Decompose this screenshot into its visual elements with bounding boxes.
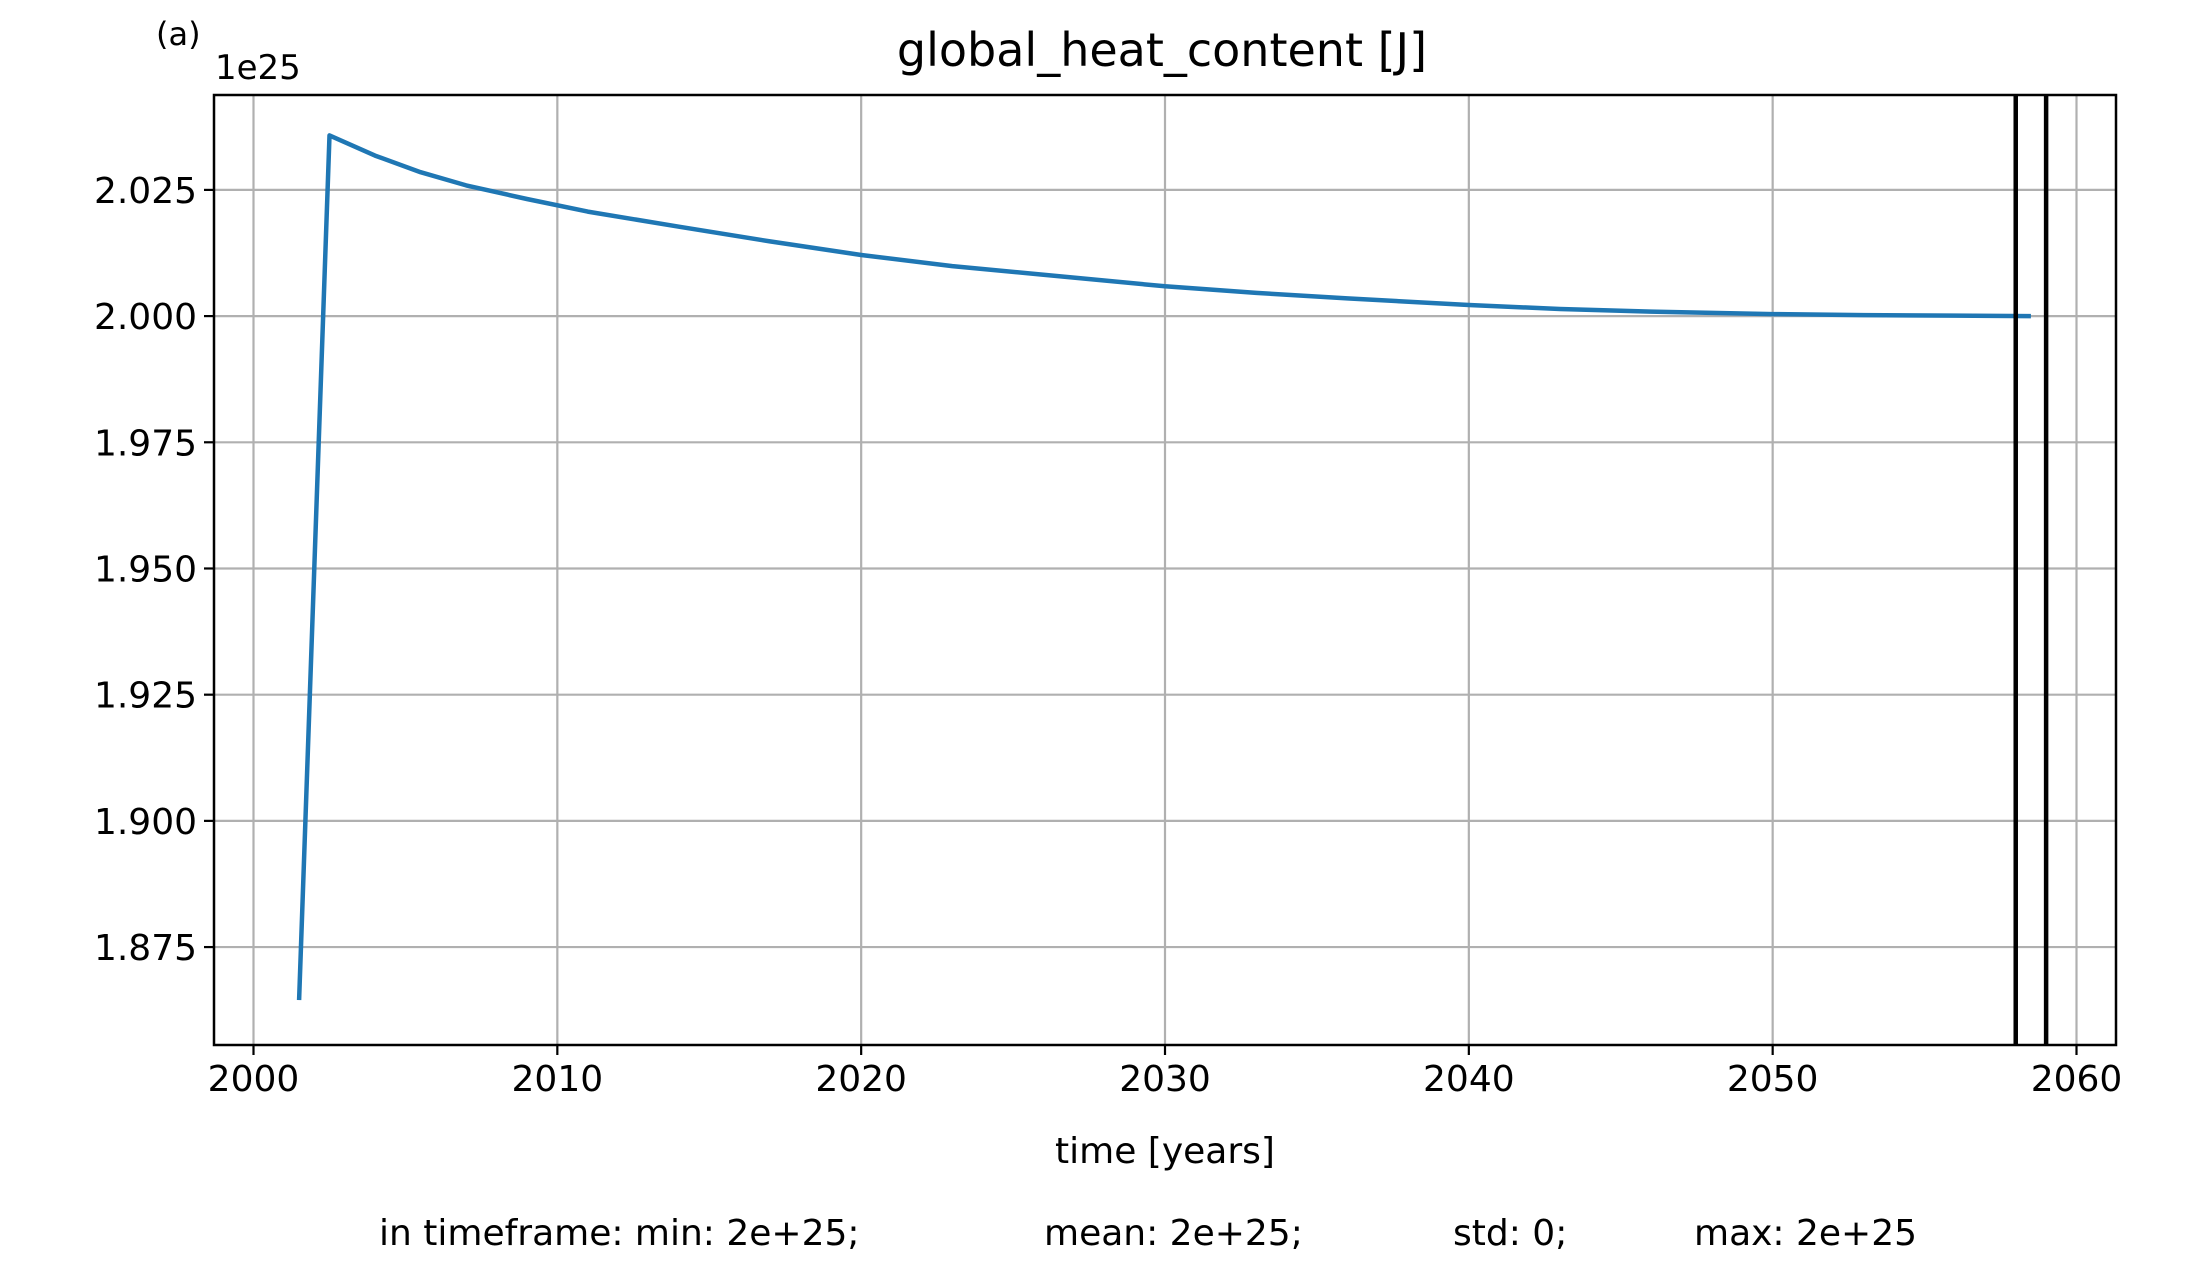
- series-line: [296, 133, 2031, 1001]
- stat-min: in timeframe: min: 2e+25;: [379, 1213, 860, 1254]
- y-tick-label: 1.925: [94, 676, 197, 717]
- series-layer: [296, 133, 2031, 1001]
- y-axis-ticks: 1.875 1.900 1.925 1.950 1.975 2.000 2.025: [94, 171, 214, 969]
- x-tick-label: 2020: [815, 1059, 907, 1100]
- x-tick-label: 2030: [1119, 1059, 1211, 1100]
- y-tick-label: 1.875: [94, 928, 197, 969]
- stat-mean: mean: 2e+25;: [1044, 1213, 1303, 1254]
- stat-std: std: 0;: [1453, 1213, 1567, 1254]
- y-offset-label: 1e25: [215, 48, 301, 88]
- x-axis-label: time [years]: [1055, 1131, 1275, 1172]
- chart-title: global_heat_content [J]: [897, 23, 1427, 77]
- x-tick-label: 2050: [1727, 1059, 1819, 1100]
- y-tick-label: 1.900: [94, 802, 197, 843]
- y-tick-label: 1.950: [94, 549, 197, 590]
- x-tick-label: 2000: [208, 1059, 300, 1100]
- y-tick-label: 2.000: [94, 297, 197, 338]
- x-tick-label: 2010: [512, 1059, 604, 1100]
- panel-label: (a): [156, 15, 201, 53]
- x-tick-label: 2040: [1423, 1059, 1515, 1100]
- y-tick-label: 1.975: [94, 423, 197, 464]
- vertical-markers: [2013, 95, 2049, 1045]
- x-tick-label: 2060: [2031, 1059, 2123, 1100]
- grid-lines: [214, 95, 2116, 1045]
- stat-max: max: 2e+25: [1694, 1213, 1917, 1254]
- y-tick-label: 2.025: [94, 171, 197, 212]
- x-axis-ticks: 2000 2010 2020 2030 2040 2050 2060: [208, 1045, 2123, 1100]
